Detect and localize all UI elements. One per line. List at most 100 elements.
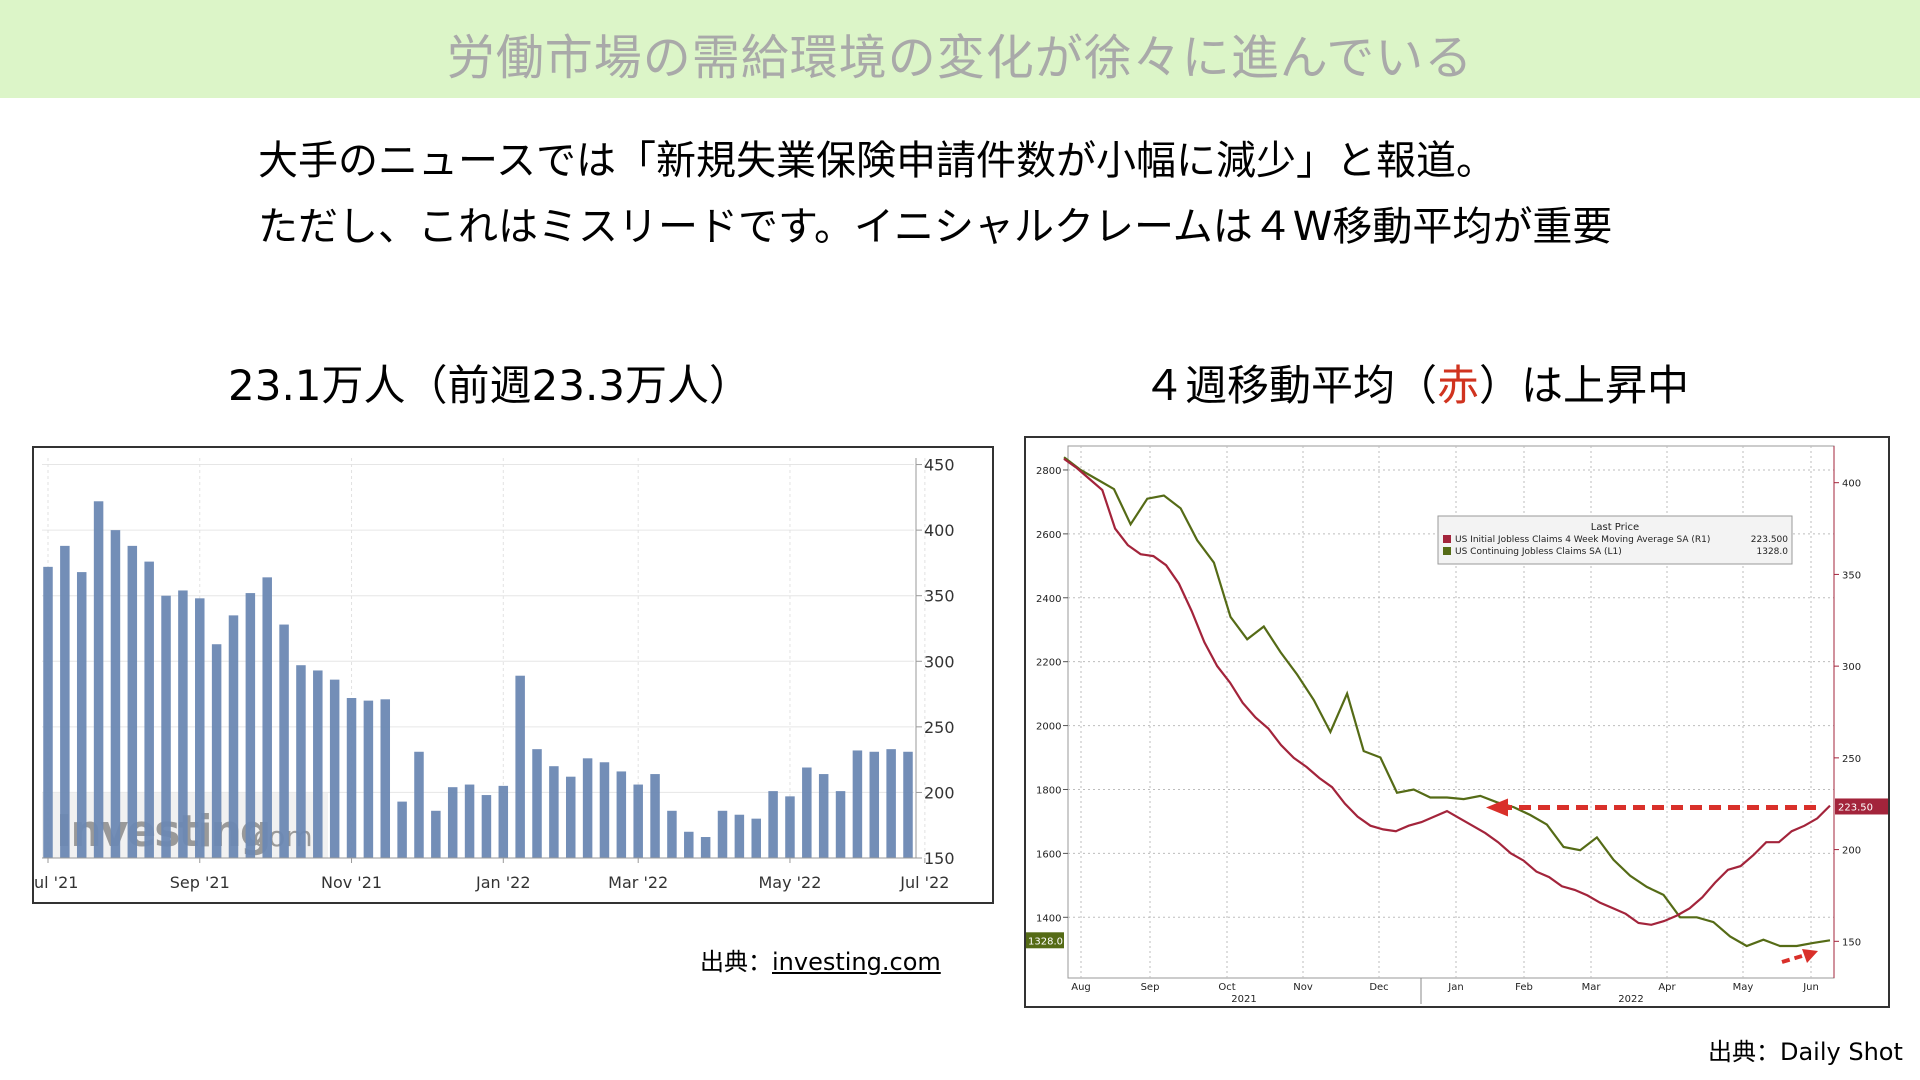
right-subtitle-red: 赤 <box>1437 361 1480 410</box>
y-tick-label: 250 <box>924 718 955 737</box>
right-y-tick-label: 300 <box>1842 662 1861 673</box>
x-tick-label: May '22 <box>758 873 821 892</box>
x-tick-label: Jan '22 <box>475 873 531 892</box>
bar <box>852 750 863 858</box>
year-label-2022: 2022 <box>1618 994 1643 1005</box>
bar <box>397 801 407 858</box>
bar <box>599 762 610 858</box>
bar <box>515 675 525 858</box>
annotation-small-arrowhead <box>1802 949 1818 963</box>
left-y-tick-label: 2000 <box>1036 722 1061 733</box>
x-tick-label: Sep '21 <box>170 873 230 892</box>
bar <box>582 758 593 858</box>
bar <box>549 766 559 858</box>
x-tick-label: Jan <box>1447 982 1463 993</box>
line-chart-panel: 1400 1600 1800 2000 2200 2400 2600 2800 150 200 25… <box>1024 436 1890 1008</box>
x-tick-label: Oct <box>1218 982 1235 993</box>
y-tick-label: 350 <box>924 587 955 606</box>
bar <box>346 698 357 858</box>
right-subtitle-part-2: ）は上昇中 <box>1479 361 1690 410</box>
bar <box>616 771 627 858</box>
right-chart-subtitle: ４週移動平均（赤）は上昇中 <box>1143 352 1689 413</box>
left-y-tick-label: 1800 <box>1036 785 1061 796</box>
x-tick-label: ul '21 <box>34 873 78 892</box>
bar <box>565 776 576 858</box>
bar <box>43 566 53 858</box>
y-tick-label: 200 <box>924 783 955 802</box>
legend-swatch <box>1443 535 1451 543</box>
x-tick-label: Aug <box>1071 982 1091 993</box>
y-tick-label: 400 <box>924 521 955 540</box>
bar <box>228 615 239 858</box>
intro-text: 大手のニュースでは「新規失業保険申請件数が小幅に減少」と報道。 ただし、これはミ… <box>258 128 1612 260</box>
investing-link[interactable]: investing.com <box>772 948 941 976</box>
x-tick-label: Dec <box>1369 982 1388 993</box>
bar <box>818 774 829 858</box>
right-y-tick-label: 150 <box>1842 937 1861 948</box>
moving-average-line <box>1063 457 1831 926</box>
bar <box>363 700 374 858</box>
line-chart: 1400 1600 1800 2000 2200 2400 2600 2800 150 200 25… <box>1026 445 1889 1005</box>
bar <box>110 530 121 858</box>
x-tick-label: Nov '21 <box>321 873 382 892</box>
left-y-tick-label: 2200 <box>1036 658 1061 669</box>
left-last-value: 1328.0 <box>1028 936 1063 947</box>
left-chart-subtitle: 23.1万人（前週23.3万人） <box>228 361 752 410</box>
x-tick-label: Apr <box>1658 982 1676 993</box>
x-tick-label: Nov <box>1293 982 1313 993</box>
bar <box>633 784 643 858</box>
annotation-arrowhead <box>1486 798 1508 817</box>
right-source: 出典：Daily Shot <box>1708 1038 1903 1066</box>
bar <box>650 774 660 858</box>
bar <box>195 598 205 858</box>
left-y-tick-label: 1400 <box>1036 913 1061 924</box>
x-tick-label: Jul '22 <box>899 873 949 892</box>
bar <box>768 791 778 858</box>
bar <box>279 624 289 858</box>
bar <box>464 784 475 858</box>
bar <box>161 595 171 858</box>
right-y-tick-label: 200 <box>1842 846 1861 857</box>
x-tick-label: Sep <box>1141 982 1160 993</box>
bar <box>76 572 87 858</box>
bar <box>667 810 677 858</box>
y-tick-label: 450 <box>924 456 955 475</box>
x-tick-label: Mar <box>1582 982 1602 993</box>
right-y-tick-label: 250 <box>1842 754 1861 765</box>
bar <box>532 749 542 858</box>
bar <box>886 749 896 858</box>
x-tick-label: Mar '22 <box>608 873 668 892</box>
x-tick-label: Jun <box>1802 982 1819 993</box>
bar <box>178 590 188 858</box>
slide-title: 労働市場の需給環境の変化が徐々に進んでいる <box>446 30 1474 86</box>
bar <box>785 796 795 858</box>
left-source-prefix: 出典： <box>700 948 772 976</box>
bar <box>127 545 138 858</box>
bar <box>835 791 846 858</box>
left-y-tick-label: 2600 <box>1036 530 1061 541</box>
right-last-value: 223.50 <box>1838 802 1873 813</box>
bar <box>245 593 256 858</box>
left-source: 出典：investing.com <box>700 942 941 977</box>
legend-title: Last Price <box>1591 522 1639 533</box>
intro-line-1: 大手のニュースでは「新規失業保険申請件数が小幅に減少」と報道。 <box>258 138 1496 184</box>
bar <box>869 751 880 858</box>
left-y-tick-label: 2800 <box>1036 466 1061 477</box>
x-tick-label: Feb <box>1515 982 1533 993</box>
right-y-tick-label: 400 <box>1842 479 1861 490</box>
bar <box>734 814 745 858</box>
legend-swatch <box>1443 547 1451 555</box>
bar <box>684 831 694 858</box>
bar <box>903 751 913 858</box>
year-label-2021: 2021 <box>1231 994 1256 1005</box>
legend-box <box>1437 515 1793 565</box>
bar <box>717 810 728 858</box>
y-tick-label: 150 <box>924 849 955 868</box>
bar <box>751 818 761 858</box>
left-y-tick-label: 2400 <box>1036 594 1061 605</box>
continuing-claims-line <box>1063 456 1831 948</box>
legend-label: US Continuing Jobless Claims SA (L1) <box>1455 547 1622 557</box>
bar <box>447 787 458 858</box>
legend-value: 223.500 <box>1751 535 1788 545</box>
left-last-value-box <box>1026 932 1064 949</box>
